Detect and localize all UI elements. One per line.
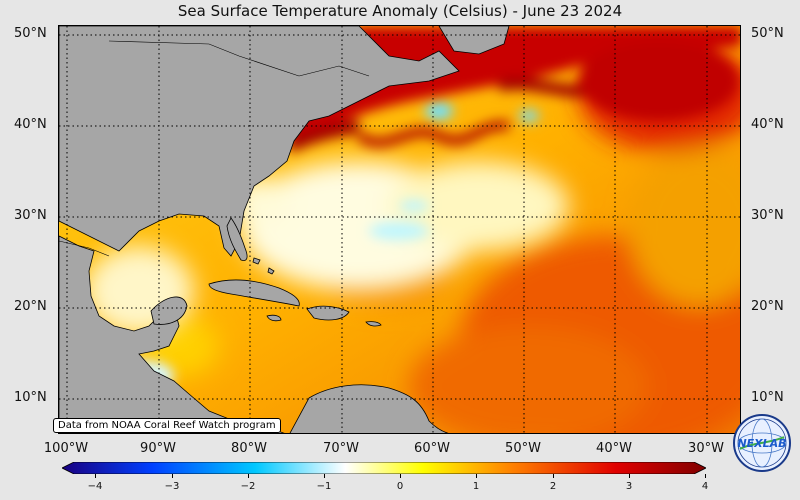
- lat-label-40-left: 40°N: [14, 117, 47, 132]
- yucatan-land: [150, 296, 188, 325]
- colorbar-tick-minus4: −4: [87, 481, 103, 492]
- colorbar-tick-mark: [248, 474, 249, 478]
- colorbar-tick-0: 0: [396, 481, 404, 492]
- florida-land: [226, 217, 248, 261]
- south-america-land: [289, 384, 449, 433]
- map-canvas: [59, 26, 740, 433]
- colorbar-tick-mark: [400, 474, 401, 478]
- gulf-stream-hot-band: [285, 26, 740, 153]
- lon-label-60w: 60°W: [414, 441, 450, 456]
- lat-label-10-left: 10°N: [14, 390, 47, 405]
- cuba-land: [208, 279, 300, 307]
- lat-label-30-right: 30°N: [751, 208, 784, 223]
- colorbar-tick-minus1: −1: [316, 481, 332, 492]
- hispaniola-land: [306, 305, 350, 321]
- lon-label-90w: 90°W: [140, 441, 176, 456]
- lon-label-80w: 80°W: [231, 441, 267, 456]
- colorbar-tick-4: 4: [701, 481, 709, 492]
- lat-label-20-right: 20°N: [751, 299, 784, 314]
- colorbar-tick-mark: [629, 474, 630, 478]
- data-source-note: Data from NOAA Coral Reef Watch program: [53, 418, 281, 433]
- colorbar-tick-mark: [172, 474, 173, 478]
- political-borders: [59, 40, 370, 257]
- colorbar-tick-mark: [476, 474, 477, 478]
- lon-label-30w: 30°W: [688, 441, 724, 456]
- colorbar-tick-minus3: −3: [164, 481, 180, 492]
- bahamas-land: [252, 257, 261, 265]
- nexlab-globe-logo: NEXLAB: [733, 414, 791, 472]
- lat-label-50-left: 50°N: [14, 26, 47, 41]
- lat-label-20-left: 20°N: [14, 299, 47, 314]
- lon-label-50w: 50°W: [505, 441, 541, 456]
- colorbar-tick-1: 1: [472, 481, 480, 492]
- newfoundland-land: [438, 26, 510, 55]
- jamaica-land: [266, 314, 282, 322]
- lat-label-30-left: 30°N: [14, 208, 47, 223]
- colorbar-tick-2: 2: [549, 481, 557, 492]
- colorbar: [62, 462, 706, 474]
- colorbar-tick-mark: [324, 474, 325, 478]
- bahamas-land-2: [267, 267, 275, 275]
- graticule: [59, 26, 740, 433]
- lon-label-100w: 100°W: [43, 441, 89, 456]
- lat-label-50-right: 50°N: [751, 26, 784, 41]
- colorbar-tick-mark: [705, 474, 706, 478]
- colorbar-tick-mark: [95, 474, 96, 478]
- puerto-rico-land: [365, 321, 382, 327]
- colorbar-tick-3: 3: [625, 481, 633, 492]
- lon-label-70w: 70°W: [323, 441, 359, 456]
- sst-anomaly-map: [58, 25, 741, 434]
- logo-text: NEXLAB: [737, 437, 786, 450]
- lat-label-10-right: 10°N: [751, 390, 784, 405]
- lon-label-40w: 40°W: [596, 441, 632, 456]
- colorbar-tick-minus2: −2: [240, 481, 256, 492]
- map-title: Sea Surface Temperature Anomaly (Celsius…: [177, 2, 623, 20]
- colorbar-tick-mark: [553, 474, 554, 478]
- lat-label-40-right: 40°N: [751, 117, 784, 132]
